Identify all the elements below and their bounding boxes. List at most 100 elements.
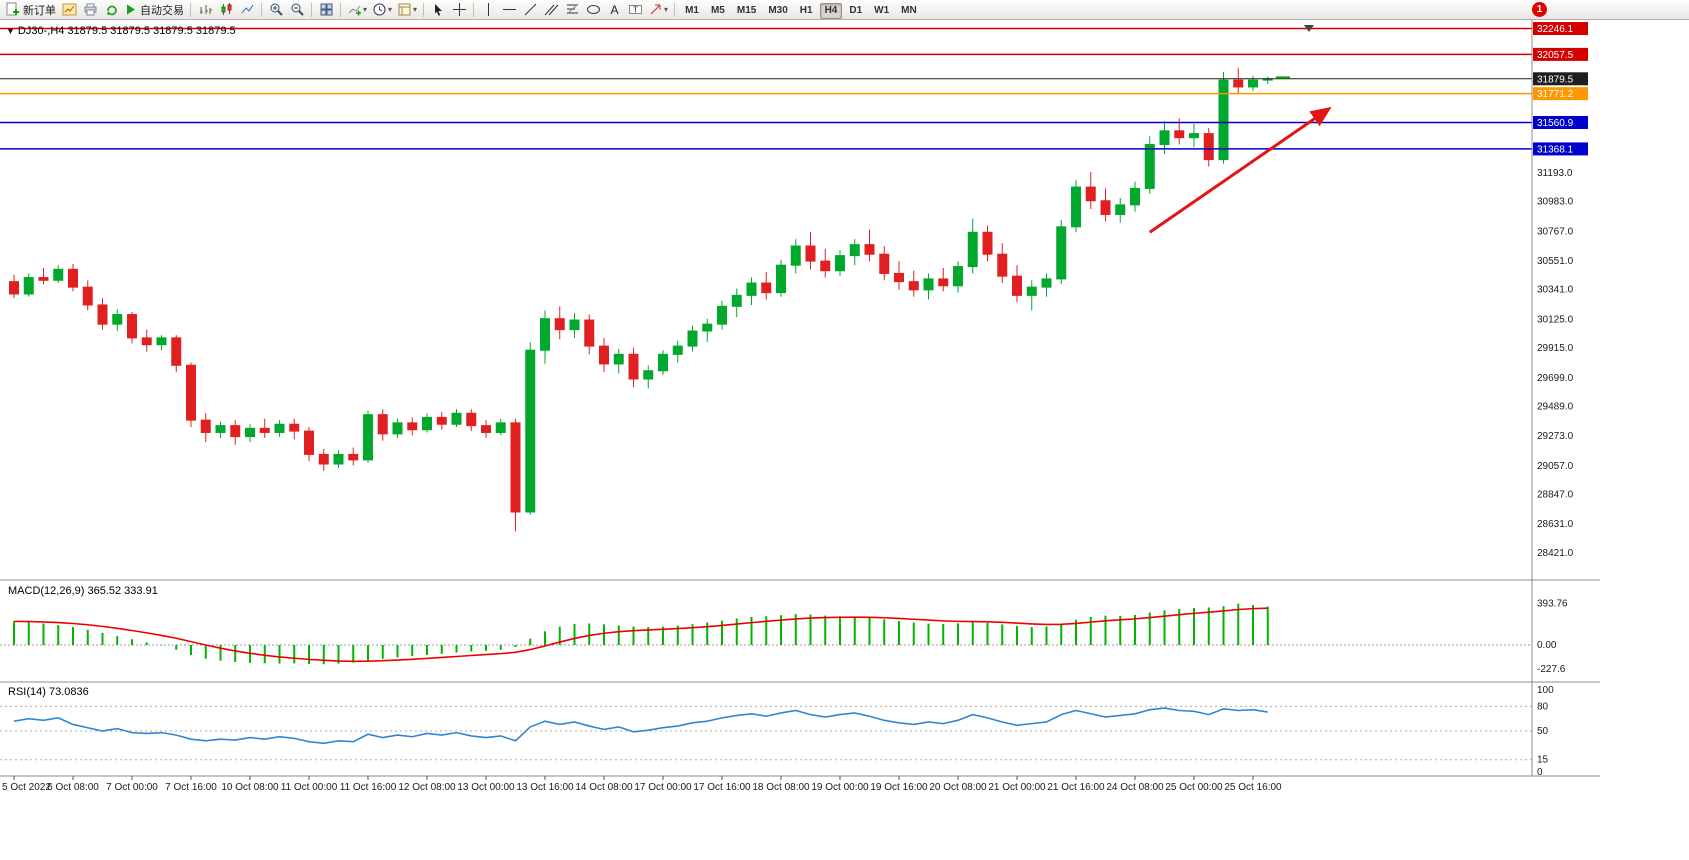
svg-text:29915.0: 29915.0: [1537, 343, 1574, 354]
tf-button-h4[interactable]: H4: [819, 2, 843, 19]
macd-label: MACD(12,26,9) 365.52 333.91: [8, 585, 158, 597]
zoom-in-icon: [270, 3, 283, 16]
svg-text:14 Oct 08:00: 14 Oct 08:00: [575, 782, 633, 793]
candlestick-chart-button[interactable]: [216, 1, 236, 19]
cursor-icon: [434, 4, 442, 16]
zoom-out-button[interactable]: [287, 1, 307, 19]
collapse-triangle-icon: ▼: [6, 26, 15, 36]
trendline-button[interactable]: [520, 1, 540, 19]
indicators-button[interactable]: ▾: [345, 1, 369, 19]
crosshair-button[interactable]: [449, 1, 469, 19]
tf-button-mn[interactable]: MN: [901, 5, 917, 17]
svg-text:30551.0: 30551.0: [1537, 256, 1574, 267]
svg-text:393.76: 393.76: [1537, 599, 1568, 610]
candles-layer: [9, 67, 1273, 532]
text-label-icon: T: [628, 5, 642, 15]
svg-text:5 Oct 2022: 5 Oct 2022: [2, 782, 51, 793]
print-button[interactable]: [80, 1, 100, 19]
shapes-button[interactable]: [583, 1, 603, 19]
panel-frame: [0, 20, 1600, 777]
tf-button-m1[interactable]: M1: [685, 5, 699, 17]
refresh-icon: [106, 5, 117, 16]
shapes-icon: [586, 5, 600, 14]
svg-text:30767.0: 30767.0: [1537, 226, 1574, 237]
tf-button-d1[interactable]: D1: [849, 5, 863, 17]
bar-chart-button[interactable]: [195, 1, 215, 19]
chart-window-icon: [62, 3, 76, 16]
svg-text:7 Oct 16:00: 7 Oct 16:00: [165, 782, 217, 793]
toolbar-separator: [190, 2, 191, 17]
tf-button-w1[interactable]: W1: [874, 5, 890, 17]
svg-text:28847.0: 28847.0: [1537, 490, 1574, 501]
svg-text:20 Oct 08:00: 20 Oct 08:00: [929, 782, 987, 793]
toolbar-separator: [473, 2, 475, 17]
svg-text:31193.0: 31193.0: [1537, 168, 1573, 179]
tf-button-m30[interactable]: M30: [768, 5, 788, 17]
tile-windows-button[interactable]: [316, 1, 336, 19]
svg-text:30983.0: 30983.0: [1537, 197, 1574, 208]
chart-title-text: DJ30-,H4 31879.5 31879.5 31879.5 31879.5: [17, 25, 236, 37]
text-button[interactable]: A: [604, 1, 624, 19]
hlines-layer[interactable]: [0, 27, 1532, 150]
trendline-icon: [524, 3, 536, 16]
svg-text:19 Oct 16:00: 19 Oct 16:00: [870, 782, 928, 793]
periods-button[interactable]: ▾: [370, 1, 394, 19]
new-order-button[interactable]: 新订单: [3, 1, 58, 19]
new-order-label: 新订单: [23, 4, 56, 17]
price-chart-canvas[interactable]: 393.76 0.00 -227.6 100 80 50 150 31193.0 30983.0…: [0, 20, 1689, 860]
horizontal-line-button[interactable]: [499, 1, 519, 19]
clock-icon: [373, 3, 386, 16]
crosshair-icon: [452, 3, 466, 16]
chevron-down-icon: ▾: [413, 5, 418, 14]
autotrading-button[interactable]: 自动交易: [122, 1, 186, 19]
arrows-button[interactable]: ▾: [646, 1, 670, 19]
macd-panel[interactable]: 393.76 0.00 -227.6: [0, 599, 1568, 675]
equidistant-channel-icon: [544, 4, 558, 16]
svg-text:25 Oct 16:00: 25 Oct 16:00: [1224, 782, 1282, 793]
rsi-panel[interactable]: 100 80 50 150: [0, 685, 1554, 778]
fibonacci-button[interactable]: [562, 1, 582, 19]
templates-button[interactable]: ▾: [395, 1, 419, 19]
autotrading-icon: [127, 4, 135, 15]
indicators-icon: [348, 5, 361, 16]
svg-text:21 Oct 16:00: 21 Oct 16:00: [1047, 782, 1105, 793]
refresh-button[interactable]: [101, 1, 121, 19]
svg-text:7 Oct 00:00: 7 Oct 00:00: [106, 782, 158, 793]
svg-text:10 Oct 08:00: 10 Oct 08:00: [221, 782, 279, 793]
timeframe-toolbar: M1 M5 M15 M30 H1 H4 D1 W1 MN: [679, 0, 923, 19]
svg-text:13 Oct 16:00: 13 Oct 16:00: [516, 782, 574, 793]
svg-text:T: T: [633, 6, 638, 15]
notification-badge[interactable]: 1: [1532, 2, 1547, 17]
svg-text:30341.0: 30341.0: [1537, 285, 1574, 296]
chart-window[interactable]: 393.76 0.00 -227.6 100 80 50 15 0 31193.0 30983.0…: [0, 20, 1689, 860]
line-chart-button[interactable]: [237, 1, 257, 19]
svg-text:31879.5: 31879.5: [1537, 74, 1574, 85]
svg-text:29489.0: 29489.0: [1537, 402, 1574, 413]
zoom-in-button[interactable]: [266, 1, 286, 19]
svg-text:0: 0: [1537, 767, 1543, 778]
chart-shift-marker[interactable]: [1304, 25, 1314, 32]
price-label-boxes: 32246.1 32057.5 31879.5 31771.2 31560.9 31368…: [1533, 22, 1588, 156]
channel-button[interactable]: [541, 1, 561, 19]
vertical-line-button[interactable]: [478, 1, 498, 19]
svg-text:12 Oct 08:00: 12 Oct 08:00: [398, 782, 456, 793]
tf-button-m15[interactable]: M15: [736, 5, 757, 17]
tf-button-h1[interactable]: H1: [799, 5, 813, 17]
svg-text:11 Oct 16:00: 11 Oct 16:00: [340, 782, 397, 793]
price-axis[interactable]: 31193.0 30983.0 30767.0 30551.0 30341.0 30125…: [1537, 168, 1574, 559]
svg-text:32057.5: 32057.5: [1537, 50, 1574, 61]
tile-windows-icon: [320, 3, 332, 16]
toolbar-separator: [340, 2, 341, 17]
svg-text:29273.0: 29273.0: [1537, 431, 1574, 442]
cursor-button[interactable]: [428, 1, 448, 19]
tf-button-m5[interactable]: M5: [710, 5, 725, 17]
toolbar-separator: [423, 2, 425, 17]
svg-text:50: 50: [1537, 726, 1549, 737]
charts-button[interactable]: [59, 1, 79, 19]
svg-text:31771.2: 31771.2: [1537, 89, 1574, 100]
fibonacci-icon: [566, 3, 578, 15]
text-label-button[interactable]: T: [625, 1, 645, 19]
annotation-arrow[interactable]: [1148, 106, 1332, 234]
zoom-out-icon: [291, 3, 304, 16]
